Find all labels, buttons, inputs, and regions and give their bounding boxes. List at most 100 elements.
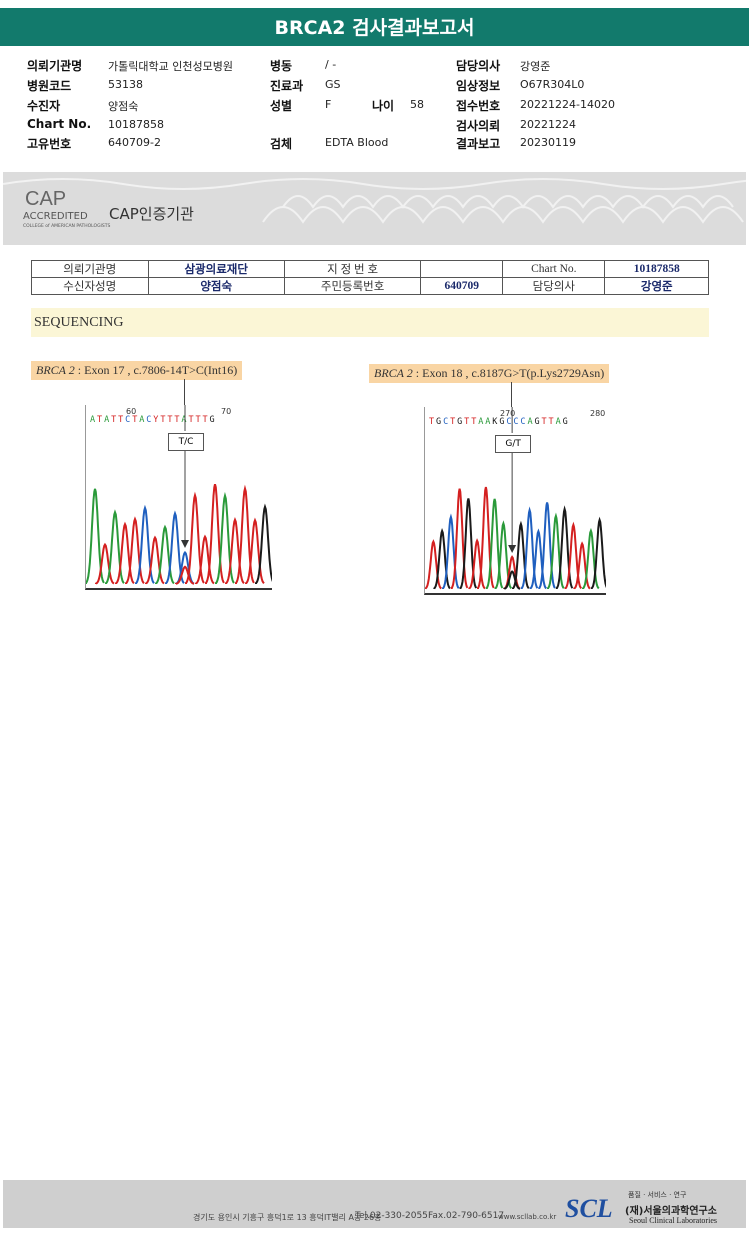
info-label: 검사의뢰 (456, 119, 501, 133)
arrow-head (181, 540, 189, 548)
position-tick: 270 (500, 409, 516, 418)
info-value: 가톨릭대학교 인천성모병원 (108, 60, 233, 73)
info-label: 접수번호 (456, 99, 501, 113)
peak (468, 538, 486, 590)
peak (155, 524, 175, 585)
result-label: BRCA 2 : Exon 17 , c.7806-14T>C(Int16) (31, 361, 243, 380)
info-label: 성별 (270, 99, 293, 113)
trace (86, 405, 272, 585)
cell: 담당의사 (502, 277, 606, 295)
sequence: TGCTGTTAAKGCCCAGTTAG (429, 417, 570, 427)
peak (503, 570, 521, 590)
cell: 지 정 번 호 (283, 260, 422, 278)
arrow-head (508, 545, 517, 553)
peak (582, 527, 600, 590)
cell: 수신자성명 (31, 277, 149, 295)
peak (425, 539, 442, 590)
cap-accredited: ACCREDITED (23, 211, 88, 222)
motto: 품질 · 서비스 · 연구 (628, 1191, 687, 1199)
position-tick: 70 (221, 407, 232, 416)
info-label: 병동 (270, 59, 293, 73)
peak (512, 520, 530, 589)
info-label: Chart No. (27, 117, 92, 131)
peak (205, 483, 225, 584)
peak (215, 491, 235, 584)
info-label: 담당의사 (456, 59, 501, 73)
gene: BRCA 2 (374, 366, 413, 380)
peak (529, 528, 548, 590)
position-tick: 280 (590, 409, 606, 418)
cell: 의뢰기관명 (31, 260, 149, 278)
info-value: 20221224-14020 (520, 98, 615, 111)
pointer (511, 382, 513, 407)
fax: Fax.02-790-6517 (428, 1211, 505, 1221)
cell (420, 260, 504, 278)
cell: 삼광의료재단 (147, 260, 285, 278)
peak (485, 498, 504, 590)
peak (433, 527, 451, 590)
banner-pattern (3, 178, 746, 224)
cell: 640709 (420, 277, 504, 295)
pointer (184, 379, 185, 405)
cap-logo: CAP (25, 188, 67, 210)
call-label: T/C (168, 433, 204, 451)
info-value: 10187858 (108, 118, 164, 131)
info-label: 검체 (270, 137, 293, 151)
peak (555, 505, 574, 590)
peak (564, 521, 583, 589)
peak (255, 503, 272, 584)
peak (225, 516, 245, 585)
info-value: 20221224 (520, 118, 576, 131)
cell: 양점숙 (147, 277, 285, 295)
cell: Chart No. (502, 260, 606, 278)
org: (재)서울의과학연구소 (625, 1206, 717, 1217)
section-title: SEQUENCING (31, 308, 709, 337)
info-label: 수진자 (27, 99, 61, 113)
info-label: 결과보고 (456, 137, 501, 151)
peak (95, 542, 115, 585)
info-value: / - (325, 58, 337, 71)
sequence: ATATTCTACYTTTATTTG (90, 415, 217, 425)
info-value: GS (325, 78, 341, 91)
info-label: 의뢰기관명 (27, 59, 83, 73)
peak (235, 484, 255, 584)
info-value: 53138 (108, 78, 143, 91)
trace (425, 407, 606, 590)
info-value: 58 (410, 98, 424, 111)
info-value: 양점숙 (108, 100, 139, 113)
footer: 경기도 용인시 기흥구 흥덕1로 13 흥덕IT밸리 A동 26층 Tel.02… (3, 1180, 746, 1228)
info-value: F (325, 98, 332, 111)
peak (185, 491, 205, 584)
peak (195, 534, 215, 585)
variant: : Exon 18 , c.8187G>T(p.Lys2729Asn) (412, 366, 605, 380)
scl-logo: SCL (565, 1194, 613, 1223)
peak (145, 535, 165, 585)
variant: : Exon 17 , c.7806-14T>C(Int16) (74, 363, 238, 377)
info-value: O67R304L0 (520, 78, 585, 91)
peak (520, 506, 539, 590)
info-value: 640709-2 (108, 136, 161, 149)
chromatogram: 60 70 ATATTCTACYTTTATTTG T/C (85, 405, 272, 590)
peak (477, 486, 495, 589)
website: www.scllab.co.kr (498, 1213, 557, 1221)
peak (573, 541, 591, 590)
peak (105, 509, 125, 584)
peak (590, 516, 606, 590)
peak (547, 512, 565, 589)
org-en: Seoul Clinical Laboratories (629, 1216, 717, 1225)
peak (442, 513, 460, 589)
info-value: 20230119 (520, 136, 576, 149)
peak (450, 488, 469, 590)
info-label: 진료과 (270, 79, 304, 93)
tel: Tel.02-330-2055 (355, 1211, 428, 1221)
summary-table: 의뢰기관명 삼광의료재단 지 정 번 호 Chart No. 10187858 … (31, 260, 709, 295)
cap-title: CAP인증기관 (109, 205, 194, 223)
peak (115, 521, 135, 585)
cell: 강영준 (604, 277, 709, 295)
position-tick: 60 (126, 407, 137, 416)
cell: 10187858 (604, 260, 709, 278)
peak (175, 565, 195, 585)
gene: BRCA 2 (36, 363, 75, 377)
cap-college: COLLEGE of AMERICAN PATHOLOGISTS (23, 224, 111, 229)
